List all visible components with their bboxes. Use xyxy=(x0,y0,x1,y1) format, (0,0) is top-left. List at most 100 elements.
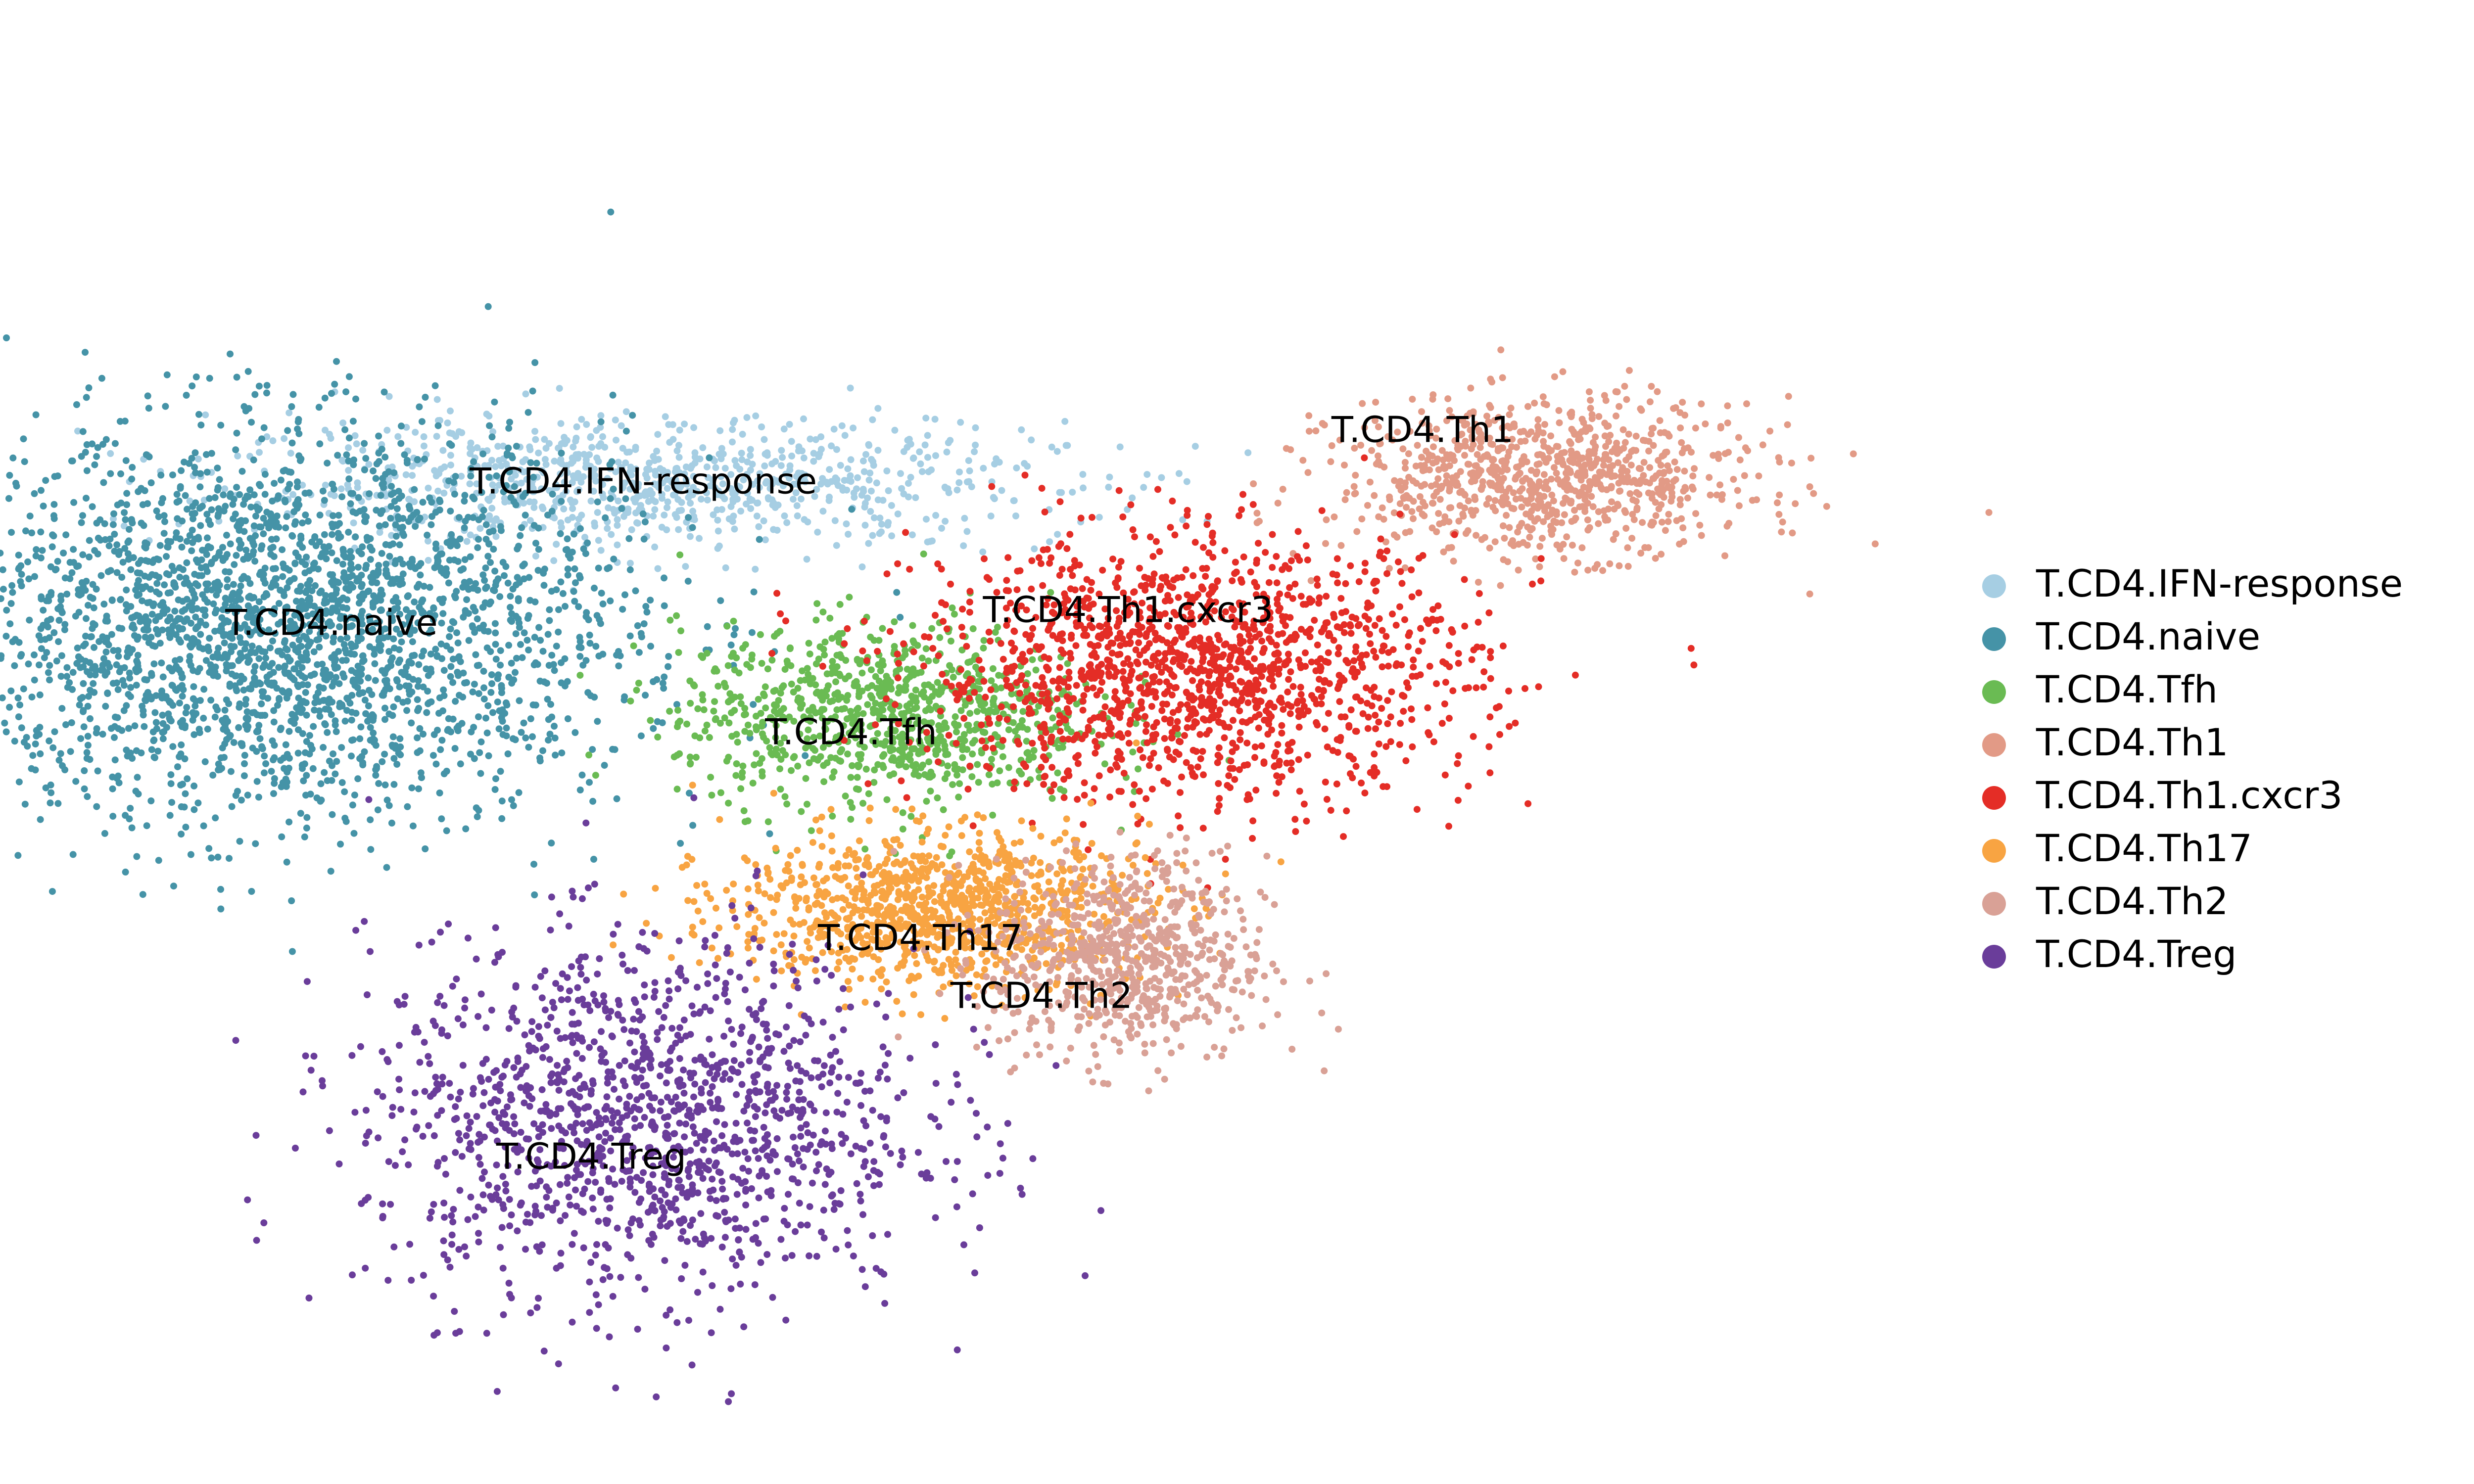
data-point xyxy=(918,654,926,662)
data-point xyxy=(231,561,238,568)
data-point xyxy=(164,543,171,551)
data-point xyxy=(1421,481,1428,488)
data-point xyxy=(361,466,368,473)
data-point xyxy=(802,775,809,782)
data-point xyxy=(98,374,105,382)
data-point xyxy=(37,750,44,757)
data-point xyxy=(794,697,802,704)
data-point xyxy=(189,709,196,716)
data-point xyxy=(1491,538,1499,546)
data-point xyxy=(458,472,465,480)
data-point xyxy=(299,730,306,737)
data-point xyxy=(1013,464,1020,471)
data-point xyxy=(817,480,825,488)
data-point xyxy=(89,440,96,448)
data-point xyxy=(246,593,254,600)
data-point xyxy=(304,681,311,689)
data-point xyxy=(941,742,949,749)
data-point xyxy=(729,498,737,506)
data-point xyxy=(761,436,768,443)
data-point xyxy=(943,448,951,456)
data-point xyxy=(1129,494,1136,502)
data-point xyxy=(354,479,361,486)
data-point xyxy=(469,688,476,696)
data-point xyxy=(1626,490,1634,497)
data-point xyxy=(819,475,826,482)
data-point xyxy=(123,501,131,509)
data-point xyxy=(302,490,309,497)
data-point xyxy=(240,403,248,410)
data-point xyxy=(904,480,912,487)
data-point xyxy=(245,493,252,501)
data-point xyxy=(348,716,355,724)
data-point xyxy=(824,480,831,488)
data-point xyxy=(100,479,107,486)
data-point xyxy=(332,717,339,725)
data-point xyxy=(188,547,195,555)
data-point xyxy=(373,579,381,587)
data-point xyxy=(1009,719,1017,726)
data-point xyxy=(833,446,840,453)
data-point xyxy=(1062,442,1070,449)
data-point xyxy=(599,481,606,488)
data-point xyxy=(659,680,666,687)
data-point xyxy=(935,691,943,698)
data-point xyxy=(891,426,899,434)
data-point xyxy=(345,444,352,452)
data-point xyxy=(722,564,729,571)
data-point xyxy=(874,496,882,504)
data-point xyxy=(408,784,416,791)
data-point xyxy=(1637,550,1645,557)
data-point xyxy=(252,840,259,847)
data-point xyxy=(106,663,113,671)
data-point xyxy=(222,503,229,510)
data-point xyxy=(365,702,372,709)
data-point xyxy=(639,510,647,517)
data-point xyxy=(8,582,16,589)
data-point xyxy=(189,587,196,594)
data-point xyxy=(285,688,292,695)
data-point xyxy=(640,620,648,627)
data-point xyxy=(186,532,193,539)
data-point xyxy=(520,719,527,727)
data-point xyxy=(388,742,396,749)
data-point xyxy=(878,683,885,690)
data-point xyxy=(972,441,979,449)
data-point xyxy=(253,748,260,755)
data-point xyxy=(815,655,822,663)
data-point xyxy=(484,303,492,310)
data-point xyxy=(489,709,496,716)
data-point xyxy=(0,694,6,701)
data-point xyxy=(590,856,597,863)
data-point xyxy=(186,497,193,505)
data-point xyxy=(100,601,108,608)
data-point xyxy=(446,440,453,448)
data-point xyxy=(959,766,966,774)
data-point xyxy=(1019,724,1026,731)
data-point xyxy=(125,691,132,698)
data-point xyxy=(271,480,278,487)
data-point xyxy=(32,411,40,418)
data-point xyxy=(963,478,971,486)
data-point xyxy=(971,448,978,456)
data-point xyxy=(653,448,661,455)
data-point xyxy=(172,657,179,664)
data-point xyxy=(230,515,237,522)
data-point xyxy=(711,698,718,705)
data-point xyxy=(531,359,539,366)
data-point xyxy=(686,753,694,761)
data-point xyxy=(61,621,69,628)
data-point xyxy=(220,491,227,499)
data-point xyxy=(669,436,677,443)
data-point xyxy=(979,548,987,556)
data-point xyxy=(647,597,654,604)
data-point xyxy=(290,665,298,673)
data-point xyxy=(28,529,36,537)
data-point xyxy=(348,752,355,760)
data-point xyxy=(178,544,186,551)
data-point xyxy=(1455,517,1463,525)
data-point xyxy=(394,433,402,440)
data-point xyxy=(333,728,340,735)
data-point xyxy=(366,490,373,498)
data-point xyxy=(570,443,577,451)
